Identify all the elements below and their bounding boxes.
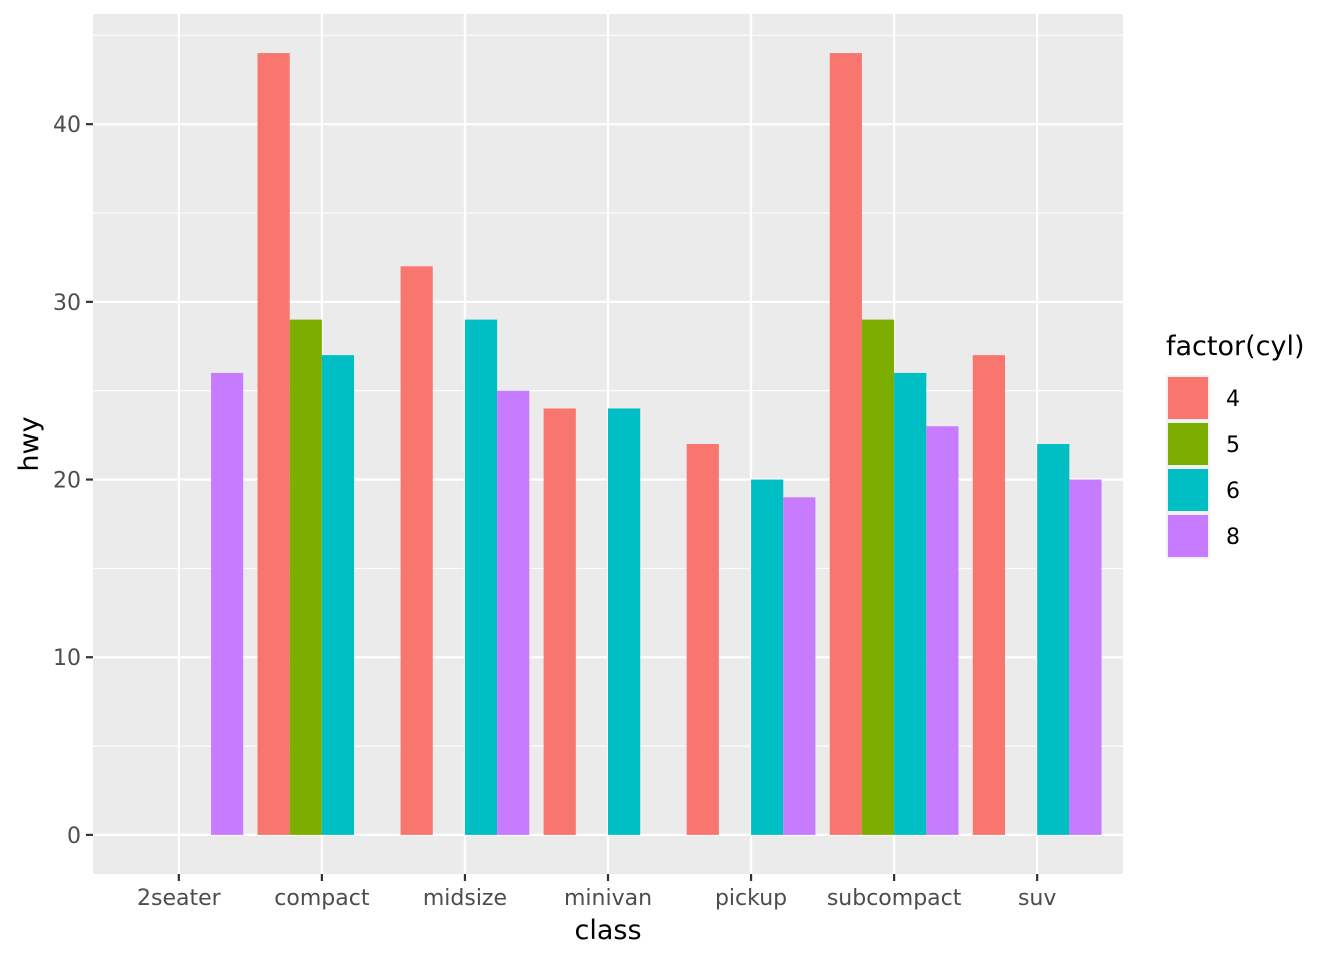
legend-label-4: 4: [1226, 387, 1240, 412]
y-tick-label: 10: [53, 646, 81, 671]
bar-minivan-cyl-6: [608, 408, 641, 835]
y-tick-label: 30: [53, 291, 81, 316]
x-tick-label: minivan: [564, 886, 652, 911]
legend-key-6: [1168, 469, 1208, 511]
x-tick-label: subcompact: [827, 886, 962, 911]
y-axis: 0 10 20 30 40: [53, 113, 93, 849]
legend-label-6: 6: [1226, 479, 1240, 504]
bar-suv-cyl-8: [1069, 479, 1102, 835]
bar-compact-cyl-5: [289, 319, 322, 835]
bars: [211, 53, 1102, 835]
y-tick-label: 40: [53, 113, 81, 138]
legend-title: factor(cyl): [1166, 331, 1305, 362]
bar-pickup-cyl-4: [686, 444, 719, 835]
bar-suv-cyl-6: [1037, 444, 1070, 835]
bar-midsize-cyl-8: [497, 390, 530, 835]
legend-key-5: [1168, 423, 1208, 465]
legend-key-8: [1168, 515, 1208, 557]
x-tick-label: midsize: [423, 886, 507, 911]
x-tick-label: pickup: [715, 886, 787, 911]
bar-2seater-cyl-8: [211, 372, 244, 835]
legend: factor(cyl) 4 5 6 8: [1166, 331, 1305, 559]
bar-pickup-cyl-6: [751, 479, 784, 835]
bar-subcompact-cyl-8: [926, 426, 959, 835]
bar-subcompact-cyl-4: [829, 53, 862, 835]
y-tick-label: 0: [67, 824, 81, 849]
bar-midsize-cyl-6: [464, 319, 498, 835]
x-axis-title: class: [574, 915, 641, 946]
x-axis: 2seater compact midsize minivan pickup subcom…: [137, 874, 1056, 911]
x-tick-label: 2seater: [137, 886, 222, 911]
bar-compact-cyl-4: [257, 53, 290, 835]
x-tick-label: suv: [1018, 886, 1056, 911]
bar-subcompact-cyl-6: [894, 372, 927, 835]
bar-midsize-cyl-4: [400, 266, 433, 835]
bar-pickup-cyl-8: [783, 497, 816, 835]
y-tick-label: 20: [53, 469, 81, 494]
legend-label-5: 5: [1226, 433, 1240, 458]
bar-compact-cyl-6: [321, 355, 355, 835]
legend-key-4: [1168, 377, 1208, 419]
bar-suv-cyl-4: [972, 355, 1005, 835]
bar-minivan-cyl-4: [543, 408, 576, 835]
x-tick-label: compact: [274, 886, 370, 911]
y-axis-title: hwy: [14, 416, 45, 471]
legend-label-8: 8: [1226, 525, 1240, 550]
bar-subcompact-cyl-5: [861, 319, 895, 835]
